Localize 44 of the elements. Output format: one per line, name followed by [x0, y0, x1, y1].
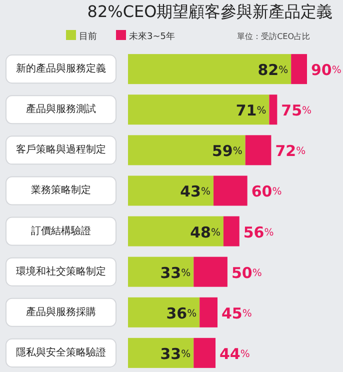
- total-label: 44%: [220, 344, 250, 363]
- bar: [128, 297, 200, 328]
- bar: [128, 176, 214, 206]
- bar: [214, 176, 248, 206]
- total-label: 75%: [281, 102, 312, 120]
- data-label: 33%: [160, 344, 191, 363]
- data-label: 43%: [180, 182, 211, 201]
- y-tick-label: 新的產品與服務定義: [16, 62, 106, 75]
- chart-title: 82%CEO期望顧客參與新產品定義: [87, 2, 333, 21]
- legend-label: 未來3~5年: [129, 31, 175, 42]
- bar: [128, 256, 194, 287]
- total-label: 45%: [222, 304, 252, 322]
- total-label: 50%: [231, 264, 262, 282]
- bar: [128, 135, 246, 166]
- total-label: 56%: [243, 223, 274, 242]
- data-label: 71%: [236, 102, 266, 120]
- bar: [194, 256, 228, 287]
- bar: [245, 135, 272, 166]
- data-label: 82%: [258, 61, 288, 80]
- bar: [291, 54, 307, 84]
- total-label: 60%: [251, 182, 282, 201]
- total-label: 90%: [311, 61, 342, 80]
- legend-label: 目前: [79, 31, 97, 42]
- y-tick-label: 業務策略制定: [31, 184, 91, 196]
- bar: [223, 216, 240, 246]
- bar: [269, 94, 278, 125]
- text: 單位：受訪CEO占比: [237, 32, 310, 41]
- data-label: 59%: [212, 142, 242, 160]
- y-tick-label: 產品與服務採購: [26, 306, 96, 318]
- data-label: 48%: [190, 223, 220, 242]
- y-tick-label: 訂價結構驗證: [31, 224, 91, 237]
- y-tick-label: 客戶策略與過程制定: [16, 144, 106, 156]
- bar: [128, 94, 270, 125]
- bar: [128, 216, 224, 246]
- bar: [194, 338, 216, 368]
- y-tick-label: 產品與服務測試: [26, 103, 96, 116]
- bar: [128, 54, 292, 84]
- total-label: 72%: [275, 142, 306, 160]
- y-tick-label: 隱私與安全策略驗證: [16, 346, 106, 358]
- bar: [200, 297, 218, 328]
- bar: [128, 338, 194, 368]
- y-tick-label: 環境和社交策略制定: [16, 265, 106, 278]
- data-label: 36%: [166, 304, 197, 322]
- data-label: 33%: [160, 264, 191, 282]
